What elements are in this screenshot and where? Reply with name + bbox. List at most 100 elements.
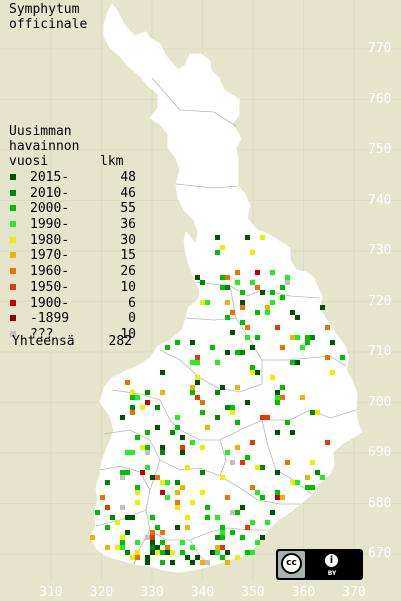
occurrence-square [190,340,195,345]
occurrence-square [320,305,325,310]
legend-count: 0 [128,311,136,327]
occurrence-square [325,355,330,360]
occurrence-square [275,470,280,475]
occurrence-square [150,530,155,535]
occurrence-square [200,300,205,305]
legend-count: 10 [120,326,136,342]
occurrence-square [270,270,275,275]
occurrence-square [235,510,240,515]
occurrence-square [145,445,150,450]
occurrence-square [235,270,240,275]
occurrence-square [250,520,255,525]
occurrence-square [235,385,240,390]
occurrence-square [260,290,265,295]
occurrence-square [120,470,125,475]
legend-swatch [10,268,16,275]
occurrence-square [290,360,295,365]
occurrence-square [200,400,205,405]
occurrence-square [280,495,285,500]
occurrence-square [295,360,300,365]
occurrence-square [215,550,220,555]
legend-count: 36 [120,217,136,233]
occurrence-square [240,505,245,510]
occurrence-square [225,315,230,320]
occurrence-square [260,495,265,500]
occurrence-square [215,390,220,395]
occurrence-square [105,525,110,530]
occurrence-square [285,420,290,425]
occurrence-square [240,320,245,325]
legend-label: 1990- [30,217,70,233]
occurrence-square [225,495,230,500]
occurrence-square [255,285,260,290]
legend-label: 1960- [30,264,70,280]
occurrence-square [255,335,260,340]
occurrence-square [275,325,280,330]
occurrence-square [175,490,180,495]
cc-by-license-badge[interactable]: cc i BY [276,549,363,580]
occurrence-square [220,535,225,540]
occurrence-square [230,510,235,515]
occurrence-square [135,395,140,400]
occurrence-square [275,395,280,400]
occurrence-square [280,385,285,390]
occurrence-square [275,490,280,495]
occurrence-square [125,530,130,535]
occurrence-square [210,550,215,555]
occurrence-square [220,245,225,250]
occurrence-square [125,470,130,475]
y-tick-label: 680 [368,495,392,511]
occurrence-square [150,535,155,540]
occurrence-square [255,490,260,495]
occurrence-square [205,300,210,305]
occurrence-square [150,475,155,480]
legend-count: 48 [120,170,136,185]
occurrence-square [295,335,300,340]
occurrence-square [150,545,155,550]
legend-heading-line1: Uusimman [9,124,72,139]
species-name-line2: officinale [9,17,88,32]
occurrence-square [185,515,190,520]
occurrence-square [155,475,160,480]
creative-commons-icon: cc [281,553,302,574]
occurrence-square [220,525,225,530]
occurrence-square [305,335,310,340]
occurrence-square [280,345,285,350]
occurrence-square [270,510,275,515]
occurrence-square [260,465,265,470]
occurrence-square [245,325,250,330]
occurrence-square [260,535,265,540]
occurrence-square [200,560,205,565]
occurrence-square [195,275,200,280]
occurrence-square [120,505,125,510]
legend-swatch [10,252,16,259]
occurrence-square [250,280,255,285]
occurrence-square [270,300,275,305]
occurrence-square [235,555,240,560]
occurrence-square [200,490,205,495]
occurrence-square [145,535,150,540]
occurrence-square [220,530,225,535]
legend-label: 1950- [30,279,70,295]
occurrence-square [265,305,270,310]
occurrence-square [245,525,250,530]
occurrence-square [90,535,95,540]
occurrence-square [245,400,250,405]
occurrence-square [180,445,185,450]
occurrence-square [145,430,150,435]
legend-swatch [10,283,16,290]
legend-swatch [10,205,16,212]
legend-swatch [10,189,16,196]
occurrence-square [150,515,155,520]
legend-swatch [10,174,16,180]
occurrence-square [120,540,125,545]
occurrence-square [160,390,165,395]
occurrence-square [330,370,335,375]
occurrence-square [140,445,145,450]
occurrence-square [290,480,295,485]
occurrence-square [275,495,280,500]
occurrence-square [170,560,175,565]
total-value: 282 [108,334,132,349]
occurrence-square [280,285,285,290]
x-tick-label: 370 [342,585,366,600]
